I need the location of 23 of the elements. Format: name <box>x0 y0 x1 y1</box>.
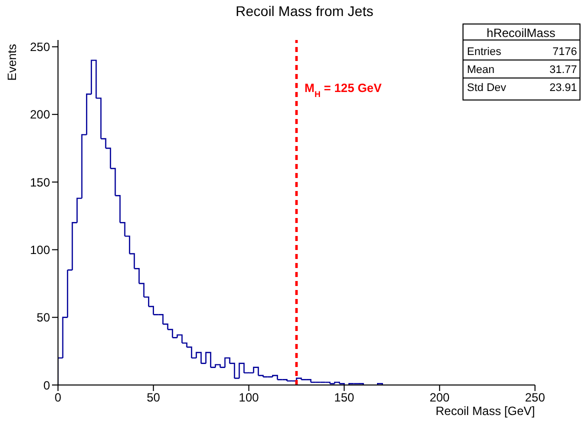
y-tick-label: 150 <box>30 175 50 190</box>
x-tick-label: 150 <box>334 390 355 405</box>
annotation: Mean <box>467 64 495 76</box>
y-tick-label: 50 <box>36 310 50 325</box>
ref-line-label: M$_{H}$ = 125 GeV <box>304 81 382 99</box>
annotation: Std Dev <box>467 82 507 94</box>
y-tick-label: 0 <box>43 378 50 392</box>
y-axis-title: Events <box>5 44 19 81</box>
text: 7176 <box>552 46 577 58</box>
text: 23.91 <box>549 82 577 94</box>
x-axis-title: Recoil Mass [GeV] <box>436 404 535 418</box>
annotation: hRecoilMass <box>486 26 556 40</box>
x-tick-label: 50 <box>146 390 160 405</box>
x-tick-label: 200 <box>430 390 450 405</box>
x-tick-label: 250 <box>524 390 546 405</box>
text: 31.77 <box>549 64 577 76</box>
chart-title: Recoil Mass from Jets <box>236 3 374 19</box>
x-tick-label: 0 <box>54 390 62 405</box>
y-tick-label: 100 <box>30 242 50 257</box>
x-tick-label: 100 <box>238 390 260 405</box>
y-tick-label: 250 <box>30 40 50 54</box>
y-tick-label: 200 <box>30 108 50 122</box>
annotation: Entries <box>467 46 502 58</box>
